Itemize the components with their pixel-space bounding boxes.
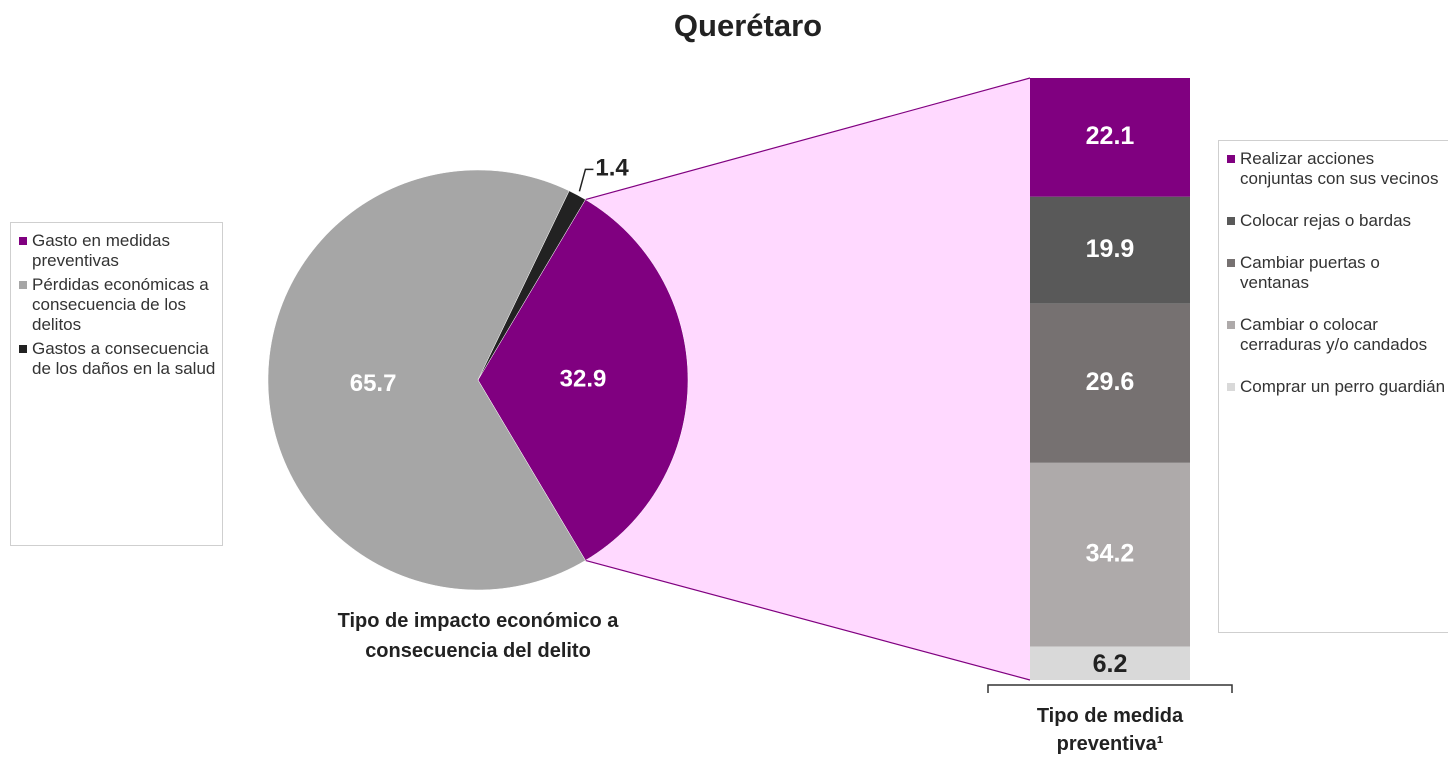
connector-edge: [585, 77, 1031, 201]
chart-title: Querétaro: [674, 8, 822, 43]
legend-item: Gasto en medidas preventivas: [19, 231, 218, 271]
legend-swatch: [1227, 259, 1235, 267]
legend-item: Cambiar o colocar cerraduras y/o candado…: [1227, 315, 1448, 355]
data-label: 19.9: [1086, 235, 1135, 263]
bar-segment: [1030, 646, 1190, 680]
legend-label: Colocar rejas o bardas: [1240, 211, 1412, 230]
data-label: 1.4: [595, 155, 629, 182]
legend-swatch: [1227, 217, 1235, 225]
bar-segment: [1030, 196, 1190, 304]
legend-item: Realizar acciones conjuntas con sus veci…: [1227, 149, 1448, 189]
legend-swatch: [1227, 321, 1235, 329]
legend-swatch: [1227, 155, 1235, 163]
connector: [585, 78, 1030, 680]
data-label: 65.7: [350, 370, 397, 397]
leader-line: [578, 168, 594, 192]
legend-item: Pérdidas económicas a consecuencia de lo…: [19, 275, 218, 335]
connector-group: [585, 77, 1031, 681]
legend-swatch: [19, 281, 27, 289]
data-label: 34.2: [1086, 539, 1135, 567]
bar-segment: [1030, 78, 1190, 197]
bracket: [987, 684, 1233, 693]
legend-swatch: [1227, 383, 1235, 391]
bar-segment: [1030, 303, 1190, 463]
legend-label: Comprar un perro guardián: [1240, 377, 1446, 396]
legend-item: Gastos a consecuencia de los daños en la…: [19, 339, 218, 379]
legend-label: Pérdidas económicas a consecuencia de lo…: [32, 275, 209, 334]
pie-slice: [477, 199, 689, 561]
legend-item: Comprar un perro guardián: [1227, 377, 1448, 397]
bar-caption: Tipo de medida preventiva¹: [1036, 705, 1184, 755]
pie-legend: Gasto en medidas preventivas Pérdidas eco…: [10, 222, 223, 546]
data-label: 6.2: [1093, 650, 1128, 678]
pie-slice: [267, 169, 586, 591]
data-label: 32.9: [560, 365, 607, 392]
pie-caption: Tipo de impacto económico a consecuencia…: [337, 610, 619, 662]
legend-swatch: [19, 345, 27, 353]
bar-legend: Realizar acciones conjuntas con sus veci…: [1218, 140, 1448, 633]
legend-swatch: [19, 237, 27, 245]
pie-slice: [477, 190, 586, 381]
legend-label: Gastos a consecuencia de los daños en la…: [32, 339, 216, 378]
data-label: 29.6: [1086, 368, 1135, 396]
connector-edge: [585, 559, 1031, 681]
legend-label: Cambiar puertas o ventanas: [1240, 253, 1380, 292]
legend-label: Gasto en medidas preventivas: [32, 231, 170, 270]
legend-item: Colocar rejas o bardas: [1227, 211, 1448, 231]
legend-label: Realizar acciones conjuntas con sus veci…: [1240, 149, 1439, 188]
bar-segment: [1030, 462, 1190, 647]
data-label: 22.1: [1086, 122, 1135, 150]
legend-item: Cambiar puertas o ventanas: [1227, 253, 1448, 293]
legend-label: Cambiar o colocar cerraduras y/o candado…: [1240, 315, 1428, 354]
